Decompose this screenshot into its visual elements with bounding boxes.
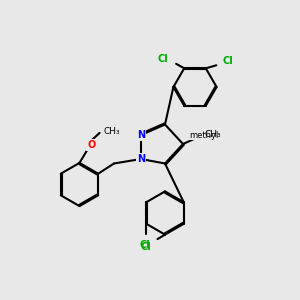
Text: Cl: Cl [222,56,233,66]
Text: CH₃: CH₃ [103,127,120,136]
Text: O: O [87,140,96,150]
Text: CH₃: CH₃ [205,130,221,139]
Text: Cl: Cl [141,242,152,252]
Text: N: N [137,130,145,140]
Text: methyl: methyl [189,130,219,140]
Text: N: N [137,154,145,164]
Text: Cl: Cl [140,240,151,250]
Text: Cl: Cl [158,54,168,64]
